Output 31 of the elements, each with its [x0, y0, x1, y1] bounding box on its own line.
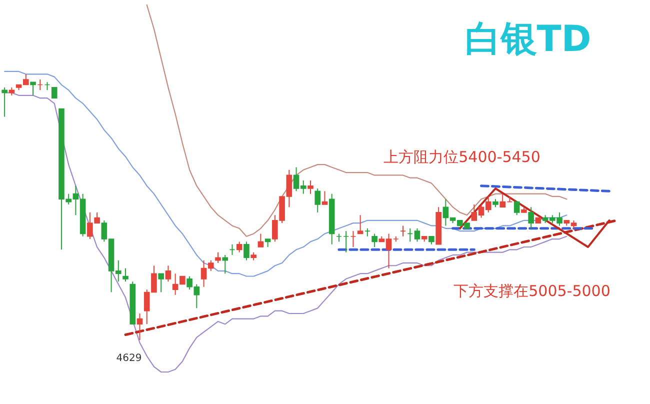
- candlestick: [236, 241, 242, 253]
- chart-title: 白银TD: [464, 19, 592, 60]
- candlestick: [322, 190, 328, 205]
- candlestick: [414, 228, 420, 242]
- candlestick: [244, 241, 250, 261]
- candlestick: [372, 233, 378, 248]
- candlestick: [350, 230, 356, 248]
- candlestick: [215, 252, 221, 264]
- annotation: 下方支撑在5005-5000: [454, 282, 610, 300]
- candlestick: [258, 233, 264, 248]
- candlestick: [314, 188, 321, 213]
- candlestick: [528, 206, 534, 229]
- candlestick: [343, 230, 349, 253]
- candlestick: [407, 228, 414, 242]
- candlestick: [308, 180, 314, 194]
- candlestick: [514, 201, 520, 216]
- candlestick: [37, 78, 44, 91]
- candlestick: [136, 312, 143, 341]
- candlestick: [158, 273, 164, 293]
- candlestick: [30, 82, 36, 96]
- candlestick: [400, 225, 406, 237]
- candlestick: [222, 254, 228, 274]
- candlestick: [44, 82, 50, 91]
- annotation: 上方阻力位5400-5450: [384, 148, 540, 166]
- candlestick: [51, 87, 58, 98]
- candlestick: [2, 86, 8, 118]
- text: 4629: [116, 353, 142, 364]
- candlestick: [122, 268, 128, 282]
- candlestick: [229, 244, 236, 256]
- candlestick: [357, 214, 364, 234]
- candlestick: [165, 265, 172, 282]
